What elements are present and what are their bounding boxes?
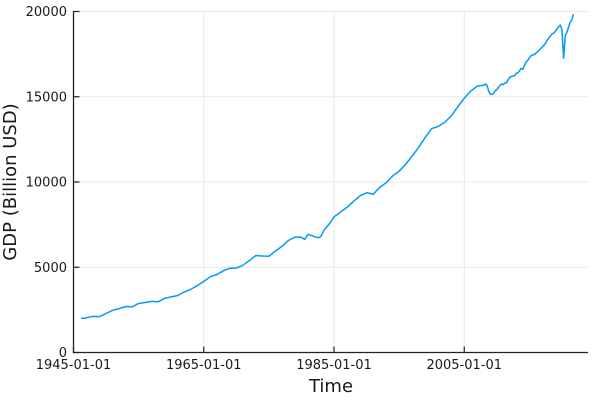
x-axis-title: Time bbox=[308, 376, 353, 397]
y-axis-title: GDP (Billion USD) bbox=[0, 103, 21, 260]
x-tick-label: 1945-01-01 bbox=[36, 358, 112, 373]
y-tick-label: 10000 bbox=[26, 176, 67, 191]
gdp-series-line bbox=[80, 14, 575, 320]
x-tick-labels: 1945-01-01 1965-01-01 1985-01-01 2005-01… bbox=[36, 358, 502, 373]
y-tick-labels: 0 5000 10000 15000 20000 bbox=[26, 5, 67, 361]
y-tick-label: 15000 bbox=[26, 90, 67, 105]
x-tick-label: 1985-01-01 bbox=[296, 358, 372, 373]
y-tick-label: 0 bbox=[59, 346, 67, 361]
x-tick-label: 1965-01-01 bbox=[166, 358, 242, 373]
y-tick-label: 20000 bbox=[26, 5, 67, 20]
y-tick-label: 5000 bbox=[34, 261, 67, 276]
x-tick-label: 2005-01-01 bbox=[426, 358, 502, 373]
